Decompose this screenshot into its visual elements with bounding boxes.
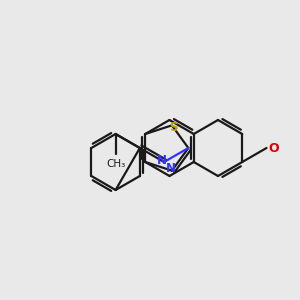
Text: O: O xyxy=(268,142,279,154)
Text: CH₃: CH₃ xyxy=(106,159,125,169)
Text: H: H xyxy=(138,152,146,162)
Text: N: N xyxy=(157,154,167,166)
Text: N: N xyxy=(166,162,176,175)
Text: S: S xyxy=(169,121,177,134)
